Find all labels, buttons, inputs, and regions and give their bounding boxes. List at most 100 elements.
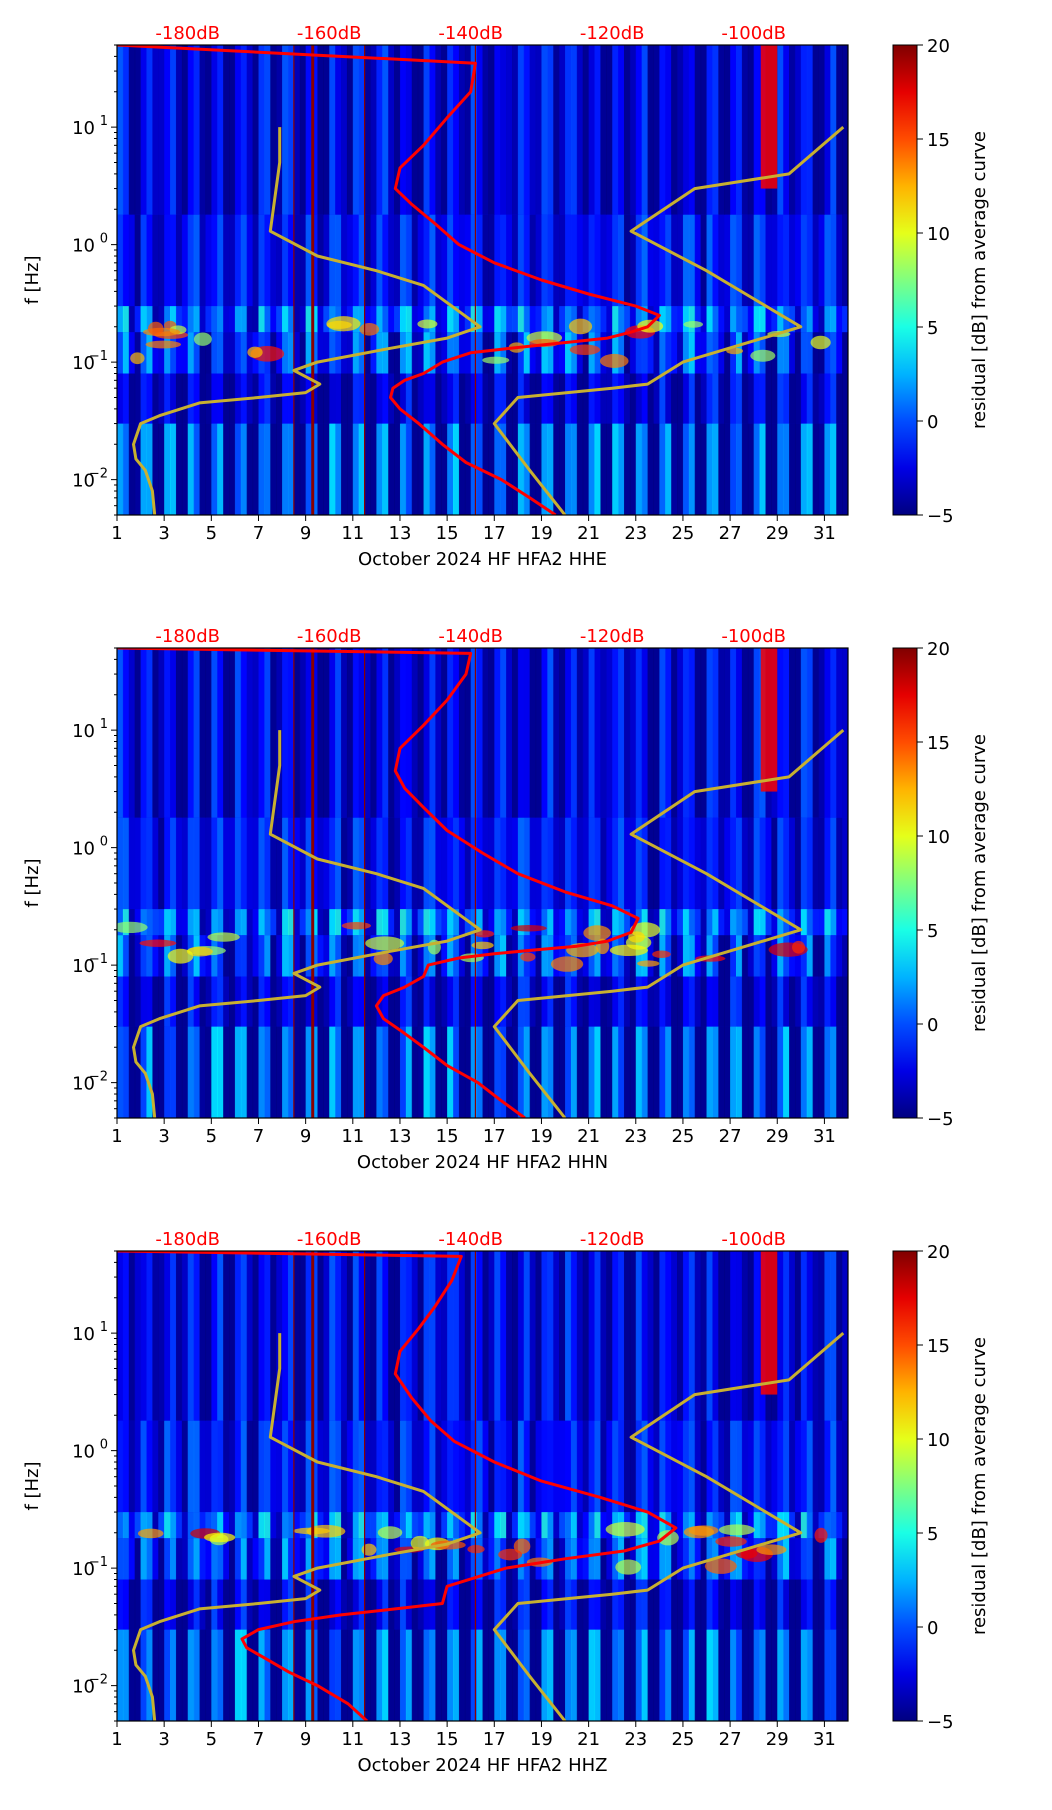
db-scale-label: -100dB bbox=[721, 1229, 786, 1250]
x-tick-label: 5 bbox=[206, 1126, 217, 1147]
x-tick-label: 21 bbox=[577, 523, 600, 544]
db-scale-label: -160dB bbox=[297, 1229, 362, 1250]
colorbar-tick-label: 10 bbox=[927, 827, 950, 848]
colorbar-tick-label: 15 bbox=[927, 130, 950, 151]
db-scale-label: -100dB bbox=[721, 626, 786, 647]
x-tick-label: 25 bbox=[671, 1729, 694, 1750]
x-tick-label: 21 bbox=[577, 1729, 600, 1750]
y-tick-label: 10 bbox=[72, 353, 95, 374]
db-scale-label: -140dB bbox=[438, 23, 503, 44]
series-line-1 bbox=[117, 1251, 678, 1721]
y-tick-exponent: 1 bbox=[100, 717, 108, 732]
db-scale-label: -180dB bbox=[155, 1229, 220, 1250]
db-scale-label: -100dB bbox=[721, 23, 786, 44]
x-tick-label: 9 bbox=[300, 1729, 311, 1750]
x-tick-label: 31 bbox=[813, 1126, 836, 1147]
colorbar-label: residual [dB] from average curve bbox=[969, 131, 990, 429]
x-tick-label: 15 bbox=[436, 1126, 459, 1147]
x-tick-label: 1 bbox=[111, 1729, 122, 1750]
x-tick-label: 27 bbox=[719, 1729, 742, 1750]
y-tick-exponent: −1 bbox=[89, 1555, 108, 1570]
colorbar-tick-label: 20 bbox=[927, 1242, 950, 1263]
colorbar bbox=[892, 647, 918, 1119]
db-scale-label: -120dB bbox=[580, 1229, 645, 1250]
db-scale-label: -120dB bbox=[580, 23, 645, 44]
db-scale-label: -140dB bbox=[438, 626, 503, 647]
y-axis-label: f [Hz] bbox=[22, 1461, 43, 1510]
y-tick-mantissa: 10 bbox=[72, 721, 95, 742]
y-tick-label: 10 bbox=[72, 1442, 95, 1463]
y-tick-label: 10 bbox=[72, 1324, 95, 1345]
x-tick-label: 31 bbox=[813, 1729, 836, 1750]
x-tick-label: 31 bbox=[813, 523, 836, 544]
y-tick-exponent: −2 bbox=[89, 467, 108, 482]
x-tick-label: 5 bbox=[206, 523, 217, 544]
x-tick-label: 17 bbox=[483, 1126, 506, 1147]
colorbar bbox=[892, 44, 918, 516]
x-tick-label: 9 bbox=[300, 1126, 311, 1147]
x-tick-label: 3 bbox=[158, 1729, 169, 1750]
colorbar-tick-label: −5 bbox=[927, 1109, 954, 1130]
y-tick-label: 10 bbox=[72, 118, 95, 139]
series-line-1 bbox=[117, 648, 640, 1118]
x-tick-label: 13 bbox=[389, 1729, 412, 1750]
y-tick-label: 10 bbox=[72, 471, 95, 492]
x-tick-label: 15 bbox=[436, 523, 459, 544]
db-scale-label: -160dB bbox=[297, 23, 362, 44]
event-band bbox=[760, 45, 778, 189]
db-scale-label: -120dB bbox=[580, 626, 645, 647]
x-tick-label: 5 bbox=[206, 1729, 217, 1750]
x-axis-label: October 2024 HF HFA2 HHZ bbox=[357, 1755, 607, 1776]
y-tick-exponent: 0 bbox=[100, 1438, 108, 1453]
colorbar-tick-label: 15 bbox=[927, 1336, 950, 1357]
colorbar-tick-label: 5 bbox=[927, 318, 938, 339]
y-tick-mantissa: 10 bbox=[72, 1442, 95, 1463]
colorbar bbox=[892, 1250, 918, 1722]
colorbar-tick-label: 0 bbox=[927, 1618, 938, 1639]
x-tick-label: 17 bbox=[483, 523, 506, 544]
y-tick-label: 10 bbox=[72, 1559, 95, 1580]
x-tick-label: 21 bbox=[577, 1126, 600, 1147]
y-tick-exponent: 1 bbox=[100, 1320, 108, 1335]
y-tick-label: 10 bbox=[72, 956, 95, 977]
y-tick-label: 10 bbox=[72, 721, 95, 742]
x-tick-label: 25 bbox=[671, 523, 694, 544]
x-tick-label: 27 bbox=[719, 1126, 742, 1147]
x-tick-label: 27 bbox=[719, 523, 742, 544]
event-band bbox=[760, 1251, 778, 1395]
y-tick-exponent: 0 bbox=[100, 835, 108, 850]
x-axis-label: October 2024 HF HFA2 HHE bbox=[358, 549, 607, 570]
x-tick-label: 9 bbox=[300, 523, 311, 544]
x-tick-label: 11 bbox=[341, 523, 364, 544]
colorbar-tick-label: 10 bbox=[927, 224, 950, 245]
db-scale-label: -180dB bbox=[155, 23, 220, 44]
x-tick-label: 11 bbox=[341, 1729, 364, 1750]
y-tick-mantissa: 10 bbox=[72, 471, 95, 492]
colorbar-tick-label: −5 bbox=[927, 506, 954, 527]
y-tick-mantissa: 10 bbox=[72, 1559, 95, 1580]
y-tick-exponent: −1 bbox=[89, 952, 108, 967]
x-tick-label: 7 bbox=[253, 1729, 264, 1750]
db-scale-label: -180dB bbox=[155, 626, 220, 647]
colorbar-tick-label: 5 bbox=[927, 1524, 938, 1545]
y-tick-label: 10 bbox=[72, 839, 95, 860]
db-scale-label: -140dB bbox=[438, 1229, 503, 1250]
x-tick-label: 1 bbox=[111, 523, 122, 544]
series-line-2 bbox=[132, 728, 845, 1118]
x-tick-label: 11 bbox=[341, 1126, 364, 1147]
db-scale-label: -160dB bbox=[297, 626, 362, 647]
y-tick-label: 10 bbox=[72, 1074, 95, 1095]
colorbar-tick-label: 20 bbox=[927, 639, 950, 660]
x-tick-label: 19 bbox=[530, 1126, 553, 1147]
x-tick-label: 13 bbox=[389, 523, 412, 544]
colorbar-tick-label: 0 bbox=[927, 1015, 938, 1036]
y-tick-mantissa: 10 bbox=[72, 839, 95, 860]
x-tick-label: 3 bbox=[158, 1126, 169, 1147]
y-tick-exponent: 1 bbox=[100, 114, 108, 129]
y-tick-mantissa: 10 bbox=[72, 118, 95, 139]
colorbar-tick-label: 0 bbox=[927, 412, 938, 433]
x-tick-label: 3 bbox=[158, 523, 169, 544]
